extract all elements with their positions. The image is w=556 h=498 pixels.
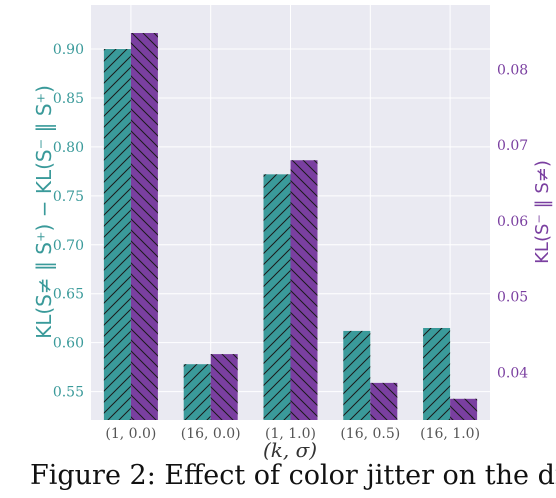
bar-hatch	[130, 33, 158, 420]
left-tick-label: 0.65	[53, 287, 84, 303]
bar-hatch	[370, 382, 398, 420]
right-tick-label: 0.07	[497, 138, 528, 154]
bar-hatch	[450, 398, 478, 420]
left-tick-label: 0.70	[53, 238, 84, 254]
left-tick-label: 0.75	[53, 189, 84, 205]
right-axis-label: KL(S⁻ ‖ S≠)	[532, 160, 553, 264]
right-tick-label: 0.05	[497, 290, 528, 306]
left-tick-label: 0.55	[53, 385, 84, 401]
ticks: 0.55 0.60 0.65 0.70 0.75 0.80 0.85 0.90 0.04 0.05…	[53, 42, 528, 442]
x-tick-label: (16, 1.0)	[420, 426, 480, 442]
bar-hatch	[103, 49, 131, 421]
bar-hatch	[423, 327, 451, 420]
right-tick-label: 0.08	[497, 62, 528, 78]
x-tick-label: (1, 1.0)	[265, 426, 316, 442]
right-tick-label: 0.06	[497, 214, 528, 230]
x-tick-label: (16, 0.5)	[340, 426, 400, 442]
x-axis-label: (k, σ)	[263, 438, 317, 462]
figure-caption: Figure 2: Effect of color jitter on the …	[30, 460, 556, 491]
left-tick-label: 0.85	[53, 91, 84, 107]
bar-hatch	[183, 364, 211, 420]
x-tick-label: (1, 0.0)	[105, 426, 156, 442]
bar-hatch	[290, 160, 318, 421]
bar-hatch	[343, 330, 371, 420]
x-tick-label: (16, 0.0)	[181, 426, 241, 442]
left-tick-label: 0.60	[53, 336, 84, 352]
left-axis-label: KL(S≠ ‖ S⁺) − KL(S⁻ ‖ S⁺)	[32, 85, 56, 339]
bar-hatch	[263, 174, 291, 420]
bar-hatch	[210, 354, 238, 420]
bars	[103, 33, 478, 421]
right-tick-label: 0.04	[497, 365, 528, 381]
left-tick-label: 0.90	[53, 42, 84, 58]
left-tick-label: 0.80	[53, 140, 84, 156]
